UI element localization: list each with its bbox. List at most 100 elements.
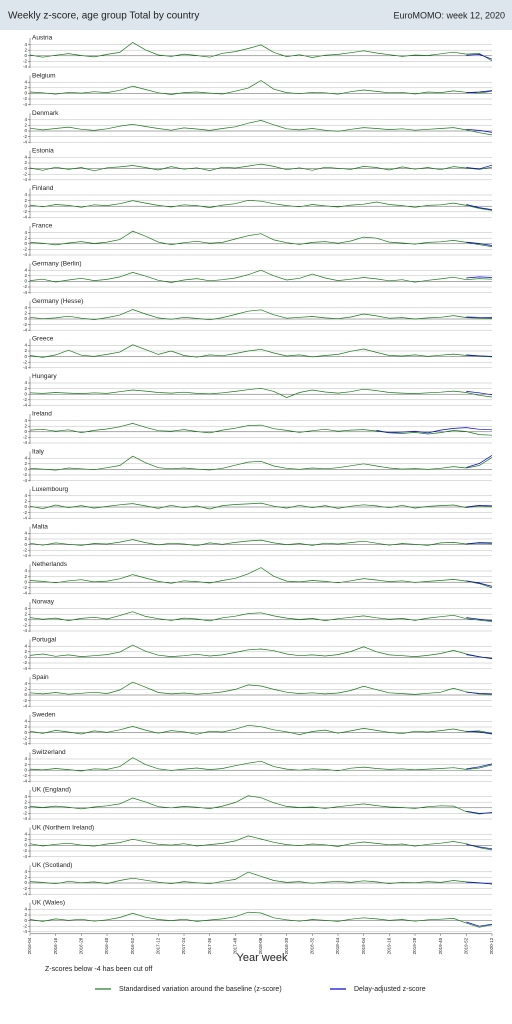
y-tick-label: 4	[24, 756, 27, 761]
panel-label-bg	[31, 749, 67, 757]
y-tick-label: 4	[24, 493, 27, 498]
note: Z-scores below -4 has been cut off	[45, 966, 152, 973]
y-tick-label: 0	[24, 880, 27, 885]
series-line	[466, 164, 493, 170]
y-tick-label: 2	[24, 160, 27, 165]
y-tick-label: 0	[24, 53, 27, 58]
y-tick-label: -4	[23, 252, 27, 257]
y-tick-label: 2	[24, 461, 27, 466]
series-line	[29, 80, 493, 95]
y-tick-label: 2	[24, 311, 27, 316]
series-line	[466, 316, 493, 318]
y-tick-label: -4	[23, 515, 27, 520]
y-tick-label: -2	[23, 547, 27, 552]
series-line	[466, 580, 493, 587]
y-tick-label: -4	[23, 440, 27, 445]
series-line	[29, 611, 493, 622]
series-line	[29, 387, 493, 398]
panel-label-bg	[31, 861, 74, 869]
series-line	[466, 128, 493, 133]
legend-label: Standardised variation around the baseli…	[119, 986, 282, 993]
y-tick-label: 0	[24, 504, 27, 509]
y-tick-label: 0	[24, 391, 27, 396]
y-tick-label: 0	[24, 316, 27, 321]
y-tick-label: -4	[23, 365, 27, 370]
panel-label-bg	[31, 561, 69, 569]
y-tick-label: -4	[23, 628, 27, 633]
chart-subtitle: EuroMOMO: week 12, 2020	[393, 10, 505, 20]
y-tick-label: 2	[24, 799, 27, 804]
series-line	[29, 502, 493, 510]
panel-label: Luxembourg	[32, 486, 69, 493]
y-tick-label: 2	[24, 235, 27, 240]
y-tick-label: -2	[23, 397, 27, 402]
panel-label: UK (Wales)	[32, 900, 65, 907]
panel-label: Norway	[32, 599, 55, 606]
x-tick-label: 2018-44	[335, 937, 340, 954]
series-line	[466, 354, 493, 357]
panel-label-bg	[31, 899, 66, 907]
panel-label-bg	[31, 297, 85, 305]
y-tick-label: -4	[23, 591, 27, 596]
y-tick-label: 4	[24, 305, 27, 310]
series-line	[466, 542, 493, 545]
y-tick-label: -2	[23, 585, 27, 590]
y-tick-label: 0	[24, 467, 27, 472]
y-tick-label: -4	[23, 929, 27, 934]
y-tick-label: 2	[24, 837, 27, 842]
x-tick-label: 2017-48	[233, 937, 238, 954]
y-tick-label: -2	[23, 848, 27, 853]
y-tick-label: 4	[24, 42, 27, 47]
y-tick-label: 0	[24, 203, 27, 208]
y-tick-label: -2	[23, 322, 27, 327]
panel-label: Germany (Berlin)	[32, 260, 81, 267]
y-tick-label: -2	[23, 359, 27, 364]
panel-label-bg	[31, 72, 57, 80]
y-tick-label: 4	[24, 643, 27, 648]
series-line	[29, 911, 493, 928]
y-tick-label: 2	[24, 536, 27, 541]
panel-label-bg	[31, 373, 59, 381]
y-tick-label: 0	[24, 429, 27, 434]
panel-label: Austria	[32, 35, 53, 42]
y-tick-label: 4	[24, 418, 27, 423]
series-line	[466, 276, 493, 279]
y-tick-label: 2	[24, 912, 27, 917]
chart-title: Weekly z-score, age group Total by count…	[8, 11, 199, 22]
y-tick-label: -4	[23, 891, 27, 896]
y-tick-label: 4	[24, 568, 27, 573]
panel-label: UK (Scotland)	[32, 862, 72, 869]
x-tick-label: 2017-12	[156, 937, 161, 954]
series-line	[29, 269, 493, 283]
y-tick-label: 2	[24, 649, 27, 654]
x-tick-label: 2017-24	[181, 937, 186, 954]
panel-label-bg	[31, 34, 54, 42]
x-tick-label: 2018-20	[284, 937, 289, 954]
series-line	[466, 921, 493, 927]
y-tick-label: 2	[24, 611, 27, 616]
panel-label-bg	[31, 185, 55, 193]
x-tick-label: 2016-16	[53, 937, 58, 954]
x-tick-label: 2016-28	[79, 937, 84, 954]
y-tick-label: -4	[23, 854, 27, 859]
panel-label-bg	[31, 636, 58, 644]
y-tick-label: 2	[24, 499, 27, 504]
panel-label: Ireland	[32, 411, 52, 418]
y-tick-label: 0	[24, 805, 27, 810]
panel-label-bg	[31, 673, 51, 681]
y-tick-label: 0	[24, 241, 27, 246]
series-line	[29, 757, 493, 772]
series-line	[29, 163, 493, 172]
y-tick-label: 0	[24, 617, 27, 622]
series-line	[466, 881, 493, 885]
panel-label: Spain	[32, 674, 49, 681]
series-line	[29, 309, 493, 321]
y-tick-label: -2	[23, 435, 27, 440]
y-tick-label: 2	[24, 123, 27, 128]
y-tick-label: -4	[23, 215, 27, 220]
panel-label-bg	[31, 222, 54, 230]
x-tick-label: 2019-52	[464, 937, 469, 954]
y-tick-label: 0	[24, 918, 27, 923]
y-tick-label: 0	[24, 354, 27, 359]
